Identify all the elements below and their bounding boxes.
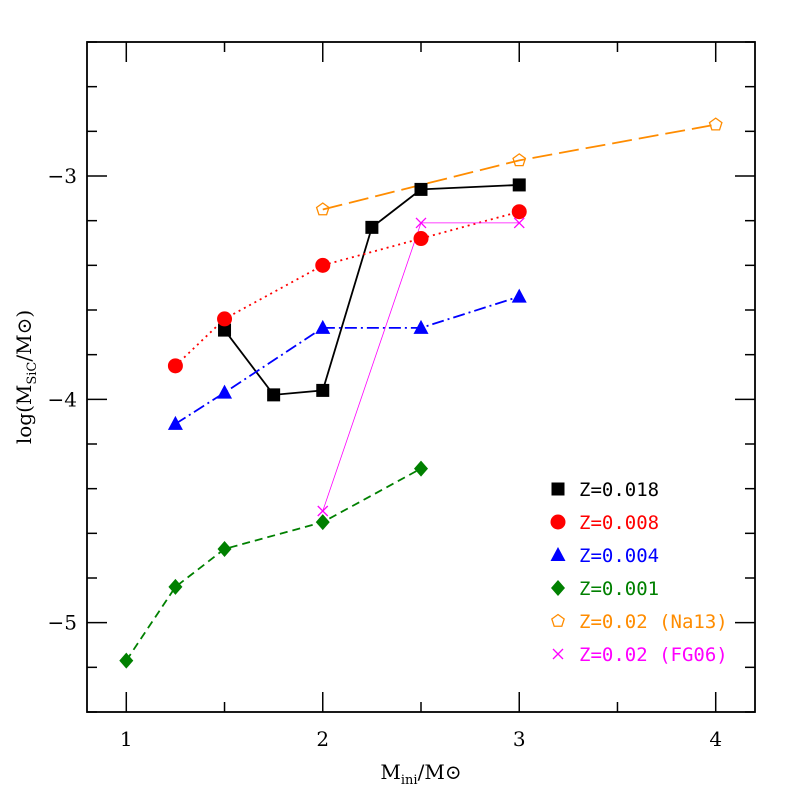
legend-marker-z-0-004 bbox=[550, 547, 566, 561]
data-point-z-0-008 bbox=[167, 358, 183, 374]
legend-label-z-0-02-na13: Z=0.02 (Na13) bbox=[579, 611, 728, 633]
legend-entry-z-0-02-na13: Z=0.02 (Na13) bbox=[551, 611, 728, 633]
data-point-z-0-018 bbox=[414, 182, 428, 196]
legend-label-z-0-004: Z=0.004 bbox=[579, 545, 659, 567]
series-line-z-0-008 bbox=[174, 210, 520, 367]
data-point-z-0-008 bbox=[511, 204, 527, 220]
x-axis-label: Mini/M⊙ bbox=[380, 760, 461, 788]
legend: Z=0.018 Z=0.008 Z=0.004 Z=0.001 Z=0.02 (Na13… bbox=[550, 479, 728, 666]
y-tick-label: −3 bbox=[48, 164, 77, 188]
data-point-z-0-004 bbox=[413, 319, 429, 334]
data-point-z-0-004 bbox=[217, 384, 233, 399]
legend-marker-z-0-018 bbox=[551, 482, 565, 496]
legend-marker-z-0-001 bbox=[551, 580, 565, 596]
legend-entry-z-0-02-fg06: Z=0.02 (FG06) bbox=[552, 644, 728, 666]
series-line-z-0-018 bbox=[223, 184, 520, 396]
data-point-z-0-018 bbox=[267, 388, 281, 402]
data-point-z-0-004 bbox=[511, 288, 527, 303]
legend-marker-z-0-008 bbox=[550, 514, 566, 530]
y-axis-label: log(MSiC/M⊙) bbox=[12, 310, 40, 444]
series-line-z-0-02-na13 bbox=[322, 123, 716, 211]
data-point-z-0-02-fg06 bbox=[415, 217, 427, 229]
axis-ticks bbox=[87, 41, 755, 713]
series-markers bbox=[119, 117, 723, 669]
y-tick-label: −4 bbox=[48, 387, 77, 411]
data-point-z-0-02-na13 bbox=[315, 202, 330, 216]
legend-entry-z-0-008: Z=0.008 bbox=[550, 512, 659, 534]
x-tick-label: 2 bbox=[316, 727, 329, 751]
data-point-z-0-001 bbox=[168, 578, 183, 595]
series-line-z-0-001 bbox=[125, 467, 422, 662]
data-point-z-0-004 bbox=[167, 415, 183, 430]
legend-marker-z-0-02-na13 bbox=[551, 613, 565, 627]
legend-entry-z-0-001: Z=0.001 bbox=[551, 578, 659, 600]
legend-label-z-0-018: Z=0.018 bbox=[579, 479, 659, 501]
y-tick-label: −5 bbox=[48, 611, 77, 635]
data-point-z-0-018 bbox=[512, 178, 526, 192]
data-point-z-0-02-na13 bbox=[512, 153, 527, 167]
data-point-z-0-018 bbox=[218, 323, 232, 337]
x-tick-label: 1 bbox=[120, 727, 133, 751]
data-point-z-0-001 bbox=[414, 460, 428, 477]
legend-entry-z-0-018: Z=0.018 bbox=[551, 479, 659, 501]
data-point-z-0-001 bbox=[315, 514, 330, 531]
legend-label-z-0-001: Z=0.001 bbox=[579, 578, 659, 600]
data-point-z-0-018 bbox=[316, 383, 330, 397]
data-point-z-0-001 bbox=[217, 540, 232, 557]
data-point-z-0-008 bbox=[217, 311, 233, 327]
data-point-z-0-02-fg06 bbox=[513, 217, 525, 229]
data-point-z-0-008 bbox=[413, 231, 429, 247]
legend-marker-z-0-02-fg06 bbox=[552, 648, 564, 660]
data-point-z-0-02-fg06 bbox=[317, 505, 329, 517]
legend-label-z-0-02-fg06: Z=0.02 (FG06) bbox=[579, 644, 728, 666]
data-point-z-0-018 bbox=[365, 220, 379, 234]
data-point-z-0-004 bbox=[315, 319, 331, 334]
legend-label-z-0-008: Z=0.008 bbox=[579, 512, 659, 534]
x-tick-label: 3 bbox=[513, 727, 526, 751]
legend-entry-z-0-004: Z=0.004 bbox=[550, 545, 659, 567]
axis-tick-labels: 1 2 3 4 −3 −4 −5 bbox=[48, 164, 723, 751]
data-point-z-0-02-na13 bbox=[708, 117, 723, 131]
data-point-z-0-001 bbox=[119, 652, 134, 669]
data-point-z-0-008 bbox=[315, 257, 331, 273]
series-line-z-0-004 bbox=[174, 295, 520, 425]
x-tick-label: 4 bbox=[709, 727, 722, 751]
